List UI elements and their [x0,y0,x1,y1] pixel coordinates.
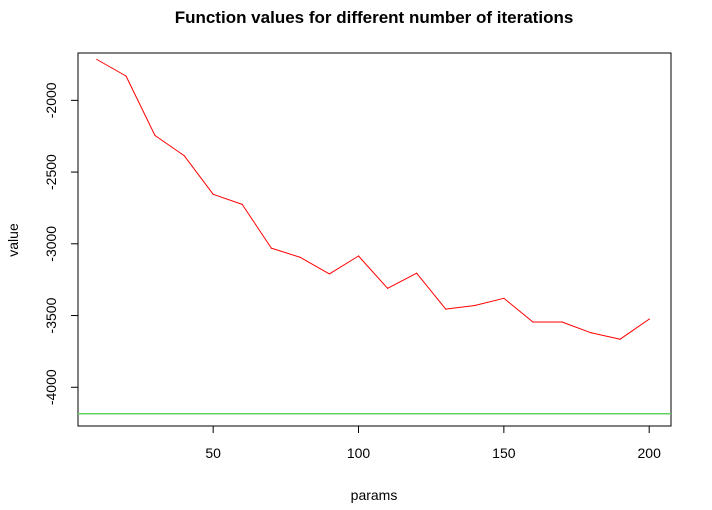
data-point [416,272,418,274]
plot-frame [77,52,672,427]
y-tick-label: -3500 [43,297,59,333]
data-point [357,255,360,257]
x-axis: 50 100 150 200 [205,425,662,461]
y-tick-label: -2500 [43,154,59,190]
y-axis-label: value [5,223,21,257]
series-line [96,59,650,340]
data-point [590,332,592,334]
data-point [474,304,476,307]
data-point [183,154,185,157]
data-point [445,308,447,310]
data-point [96,58,98,61]
data-point [648,318,650,320]
y-tick-label: -2000 [43,82,59,118]
x-tick-label: 150 [492,445,516,461]
y-tick-label: -3000 [43,226,59,262]
data-point [561,321,563,323]
data-point [241,203,243,205]
data-point [386,287,389,289]
data-point [619,338,621,340]
data-point [503,297,505,299]
data-point [270,247,272,249]
data-point [212,193,214,195]
data-point [328,273,331,275]
x-tick-label: 200 [638,445,662,461]
chart-title: Function values for different number of … [175,8,574,27]
y-axis: -2000 -2500 -3000 -3500 -4000 [43,82,79,405]
data-point [125,75,127,77]
x-axis-label: params [351,487,398,503]
data-point [532,321,534,323]
series-layer [96,58,650,340]
data-point [154,134,156,137]
x-tick-label: 100 [347,445,371,461]
y-tick-label: -4000 [43,369,59,405]
data-point [299,256,301,259]
x-tick-label: 50 [205,445,221,461]
